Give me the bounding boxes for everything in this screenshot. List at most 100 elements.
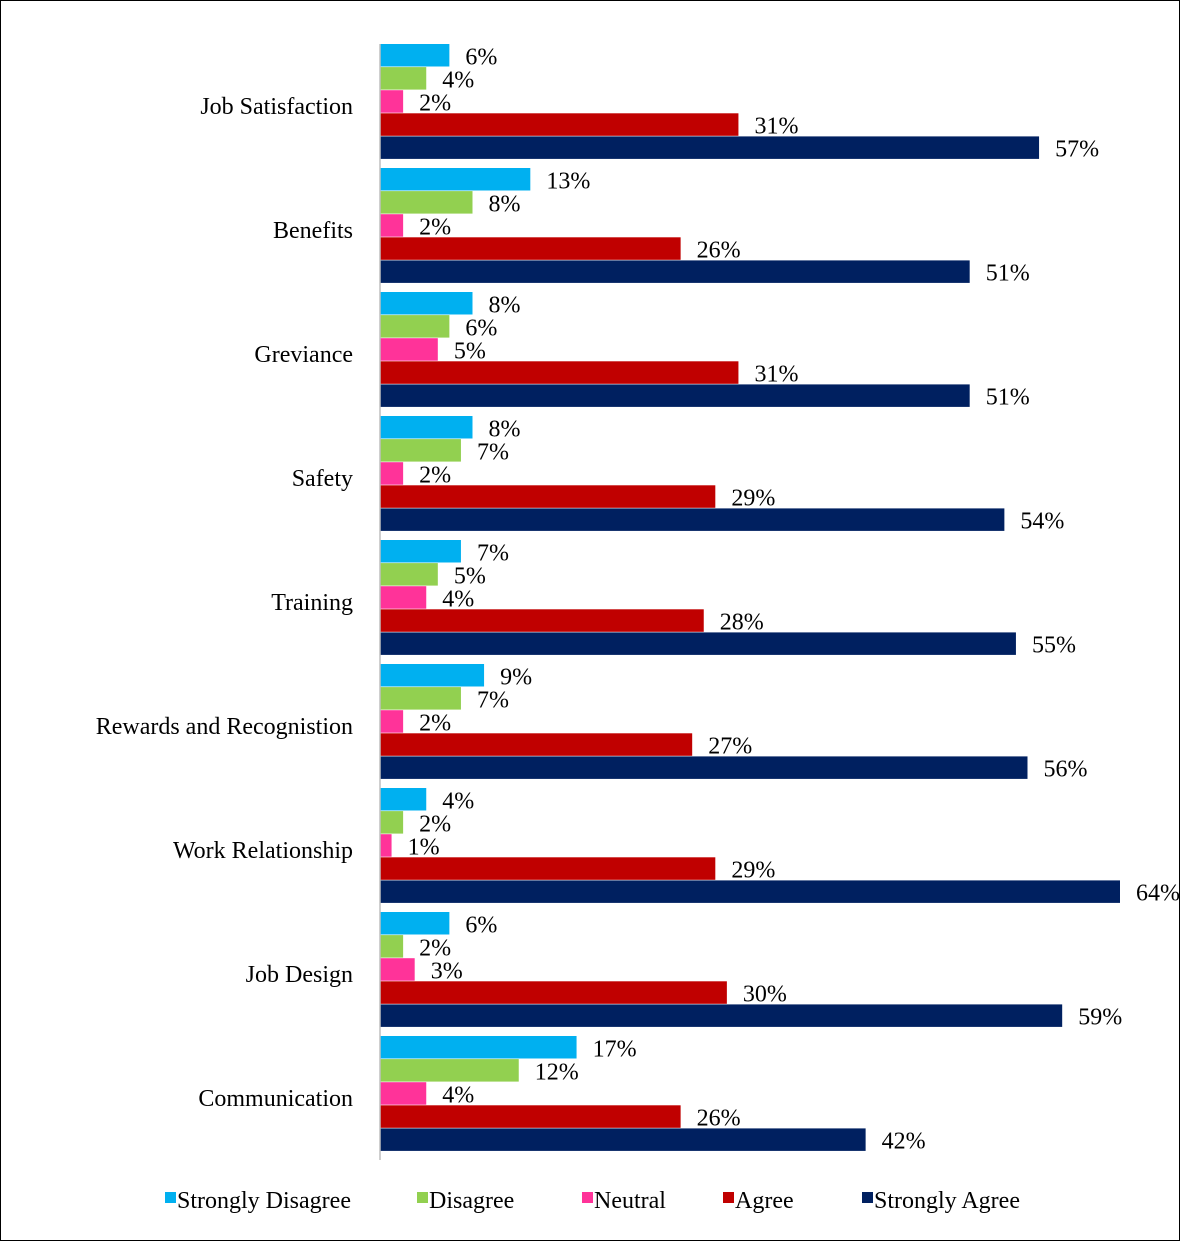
category-label-job-satisfaction: Job Satisfaction	[200, 94, 353, 120]
data-label-training-strongly-agree: 55%	[1032, 633, 1076, 659]
bar-benefits-agree	[380, 237, 681, 260]
category-label-job-design: Job Design	[246, 962, 353, 988]
data-label-training-strongly-disagree: 7%	[477, 540, 509, 566]
data-label-greviance-neutral: 5%	[454, 338, 486, 364]
data-label-training-agree: 28%	[720, 610, 764, 636]
data-label-rewards-and-recognistion-strongly-agree: 56%	[1044, 757, 1088, 783]
legend-swatch-disagree	[417, 1192, 428, 1203]
bar-greviance-strongly-disagree	[380, 292, 473, 315]
data-label-training-disagree: 5%	[454, 563, 486, 589]
category-label-greviance: Greviance	[254, 342, 353, 368]
data-label-benefits-strongly-agree: 51%	[986, 261, 1030, 287]
data-label-job-satisfaction-strongly-disagree: 6%	[465, 44, 497, 70]
data-label-benefits-neutral: 2%	[419, 214, 451, 240]
data-label-work-relationship-disagree: 2%	[419, 811, 451, 837]
category-labels-layer: Job Satisfaction Benefits Greviance Safety T…	[96, 94, 353, 1112]
legend-label-disagree: Disagree	[429, 1188, 514, 1214]
data-label-greviance-strongly-agree: 51%	[986, 385, 1030, 411]
bar-benefits-neutral	[380, 214, 404, 237]
bar-communication-disagree	[380, 1059, 519, 1082]
data-label-work-relationship-neutral: 1%	[408, 834, 440, 860]
data-label-rewards-and-recognistion-neutral: 2%	[419, 710, 451, 736]
bar-training-neutral	[380, 586, 427, 609]
bar-communication-strongly-agree	[380, 1128, 866, 1151]
category-label-benefits: Benefits	[273, 218, 353, 244]
bar-job-design-strongly-agree	[380, 1004, 1063, 1027]
bar-job-satisfaction-strongly-agree	[380, 136, 1040, 159]
bar-communication-agree	[380, 1105, 681, 1128]
bar-job-satisfaction-agree	[380, 113, 739, 136]
bars-layer	[380, 44, 1120, 1151]
bar-benefits-strongly-disagree	[380, 168, 531, 191]
bar-training-strongly-agree	[380, 632, 1016, 655]
bar-benefits-strongly-agree	[380, 260, 970, 283]
bar-rewards-and-recognistion-strongly-disagree	[380, 664, 485, 687]
bar-safety-strongly-agree	[380, 508, 1005, 531]
legend-swatch-strongly-disagree	[165, 1192, 176, 1203]
bar-greviance-disagree	[380, 315, 450, 338]
data-label-greviance-strongly-disagree: 8%	[489, 292, 521, 318]
bar-work-relationship-neutral	[380, 834, 392, 857]
legend-swatch-neutral	[582, 1192, 593, 1203]
data-label-job-satisfaction-agree: 31%	[754, 114, 798, 140]
legend-label-neutral: Neutral	[594, 1188, 666, 1214]
data-label-benefits-agree: 26%	[697, 238, 741, 264]
data-label-rewards-and-recognistion-disagree: 7%	[477, 687, 509, 713]
data-label-benefits-disagree: 8%	[489, 191, 521, 217]
data-labels-layer: 6%4%2%31%57%13%8%2%26%51%8%6%5%31%51%8%7…	[408, 44, 1180, 1154]
bar-safety-disagree	[380, 439, 461, 462]
bar-rewards-and-recognistion-disagree	[380, 687, 461, 710]
bar-safety-strongly-disagree	[380, 416, 473, 439]
bar-work-relationship-agree	[380, 857, 716, 880]
legend-label-agree: Agree	[735, 1188, 794, 1214]
data-label-communication-strongly-disagree: 17%	[593, 1036, 637, 1062]
data-label-job-design-disagree: 2%	[419, 935, 451, 961]
data-label-safety-neutral: 2%	[419, 462, 451, 488]
bar-benefits-disagree	[380, 191, 473, 214]
bar-job-design-disagree	[380, 935, 404, 958]
bar-greviance-agree	[380, 361, 739, 384]
category-label-training: Training	[271, 590, 353, 616]
bar-job-design-agree	[380, 981, 727, 1004]
data-label-job-design-agree: 30%	[743, 982, 787, 1008]
data-label-job-design-neutral: 3%	[431, 958, 463, 984]
data-label-communication-neutral: 4%	[442, 1082, 474, 1108]
data-label-benefits-strongly-disagree: 13%	[546, 168, 590, 194]
data-label-job-satisfaction-strongly-agree: 57%	[1055, 137, 1099, 163]
bar-job-design-strongly-disagree	[380, 912, 450, 935]
data-label-safety-strongly-disagree: 8%	[489, 416, 521, 442]
category-label-communication: Communication	[198, 1086, 353, 1112]
bar-job-satisfaction-strongly-disagree	[380, 44, 450, 67]
bar-rewards-and-recognistion-strongly-agree	[380, 756, 1028, 779]
data-label-greviance-disagree: 6%	[465, 315, 497, 341]
bar-training-strongly-disagree	[380, 540, 461, 563]
data-label-training-neutral: 4%	[442, 586, 474, 612]
data-label-communication-agree: 26%	[697, 1106, 741, 1132]
data-label-work-relationship-strongly-agree: 64%	[1136, 881, 1180, 907]
bar-work-relationship-disagree	[380, 811, 404, 834]
category-label-work-relationship: Work Relationship	[173, 838, 353, 864]
bar-safety-neutral	[380, 462, 404, 485]
bar-work-relationship-strongly-agree	[380, 880, 1120, 903]
bar-rewards-and-recognistion-agree	[380, 733, 693, 756]
data-label-communication-strongly-agree: 42%	[882, 1129, 926, 1155]
legend: Strongly Disagree Disagree Neutral Agree Str…	[165, 1188, 1020, 1214]
category-label-rewards-and-recognistion: Rewards and Recognistion	[96, 714, 353, 740]
legend-swatch-agree	[723, 1192, 734, 1203]
data-label-job-design-strongly-agree: 59%	[1078, 1005, 1122, 1031]
bar-work-relationship-strongly-disagree	[380, 788, 427, 811]
category-label-safety: Safety	[292, 466, 353, 492]
data-label-safety-agree: 29%	[731, 486, 775, 512]
data-label-rewards-and-recognistion-strongly-disagree: 9%	[500, 664, 532, 690]
bar-job-design-neutral	[380, 958, 415, 981]
bar-greviance-strongly-agree	[380, 384, 970, 407]
bar-training-disagree	[380, 563, 438, 586]
data-label-greviance-agree: 31%	[754, 362, 798, 388]
data-label-job-satisfaction-neutral: 2%	[419, 90, 451, 116]
data-label-safety-disagree: 7%	[477, 439, 509, 465]
data-label-job-design-strongly-disagree: 6%	[465, 912, 497, 938]
legend-label-strongly-agree: Strongly Agree	[874, 1188, 1020, 1214]
bar-job-satisfaction-disagree	[380, 67, 427, 90]
data-label-safety-strongly-agree: 54%	[1020, 509, 1064, 535]
